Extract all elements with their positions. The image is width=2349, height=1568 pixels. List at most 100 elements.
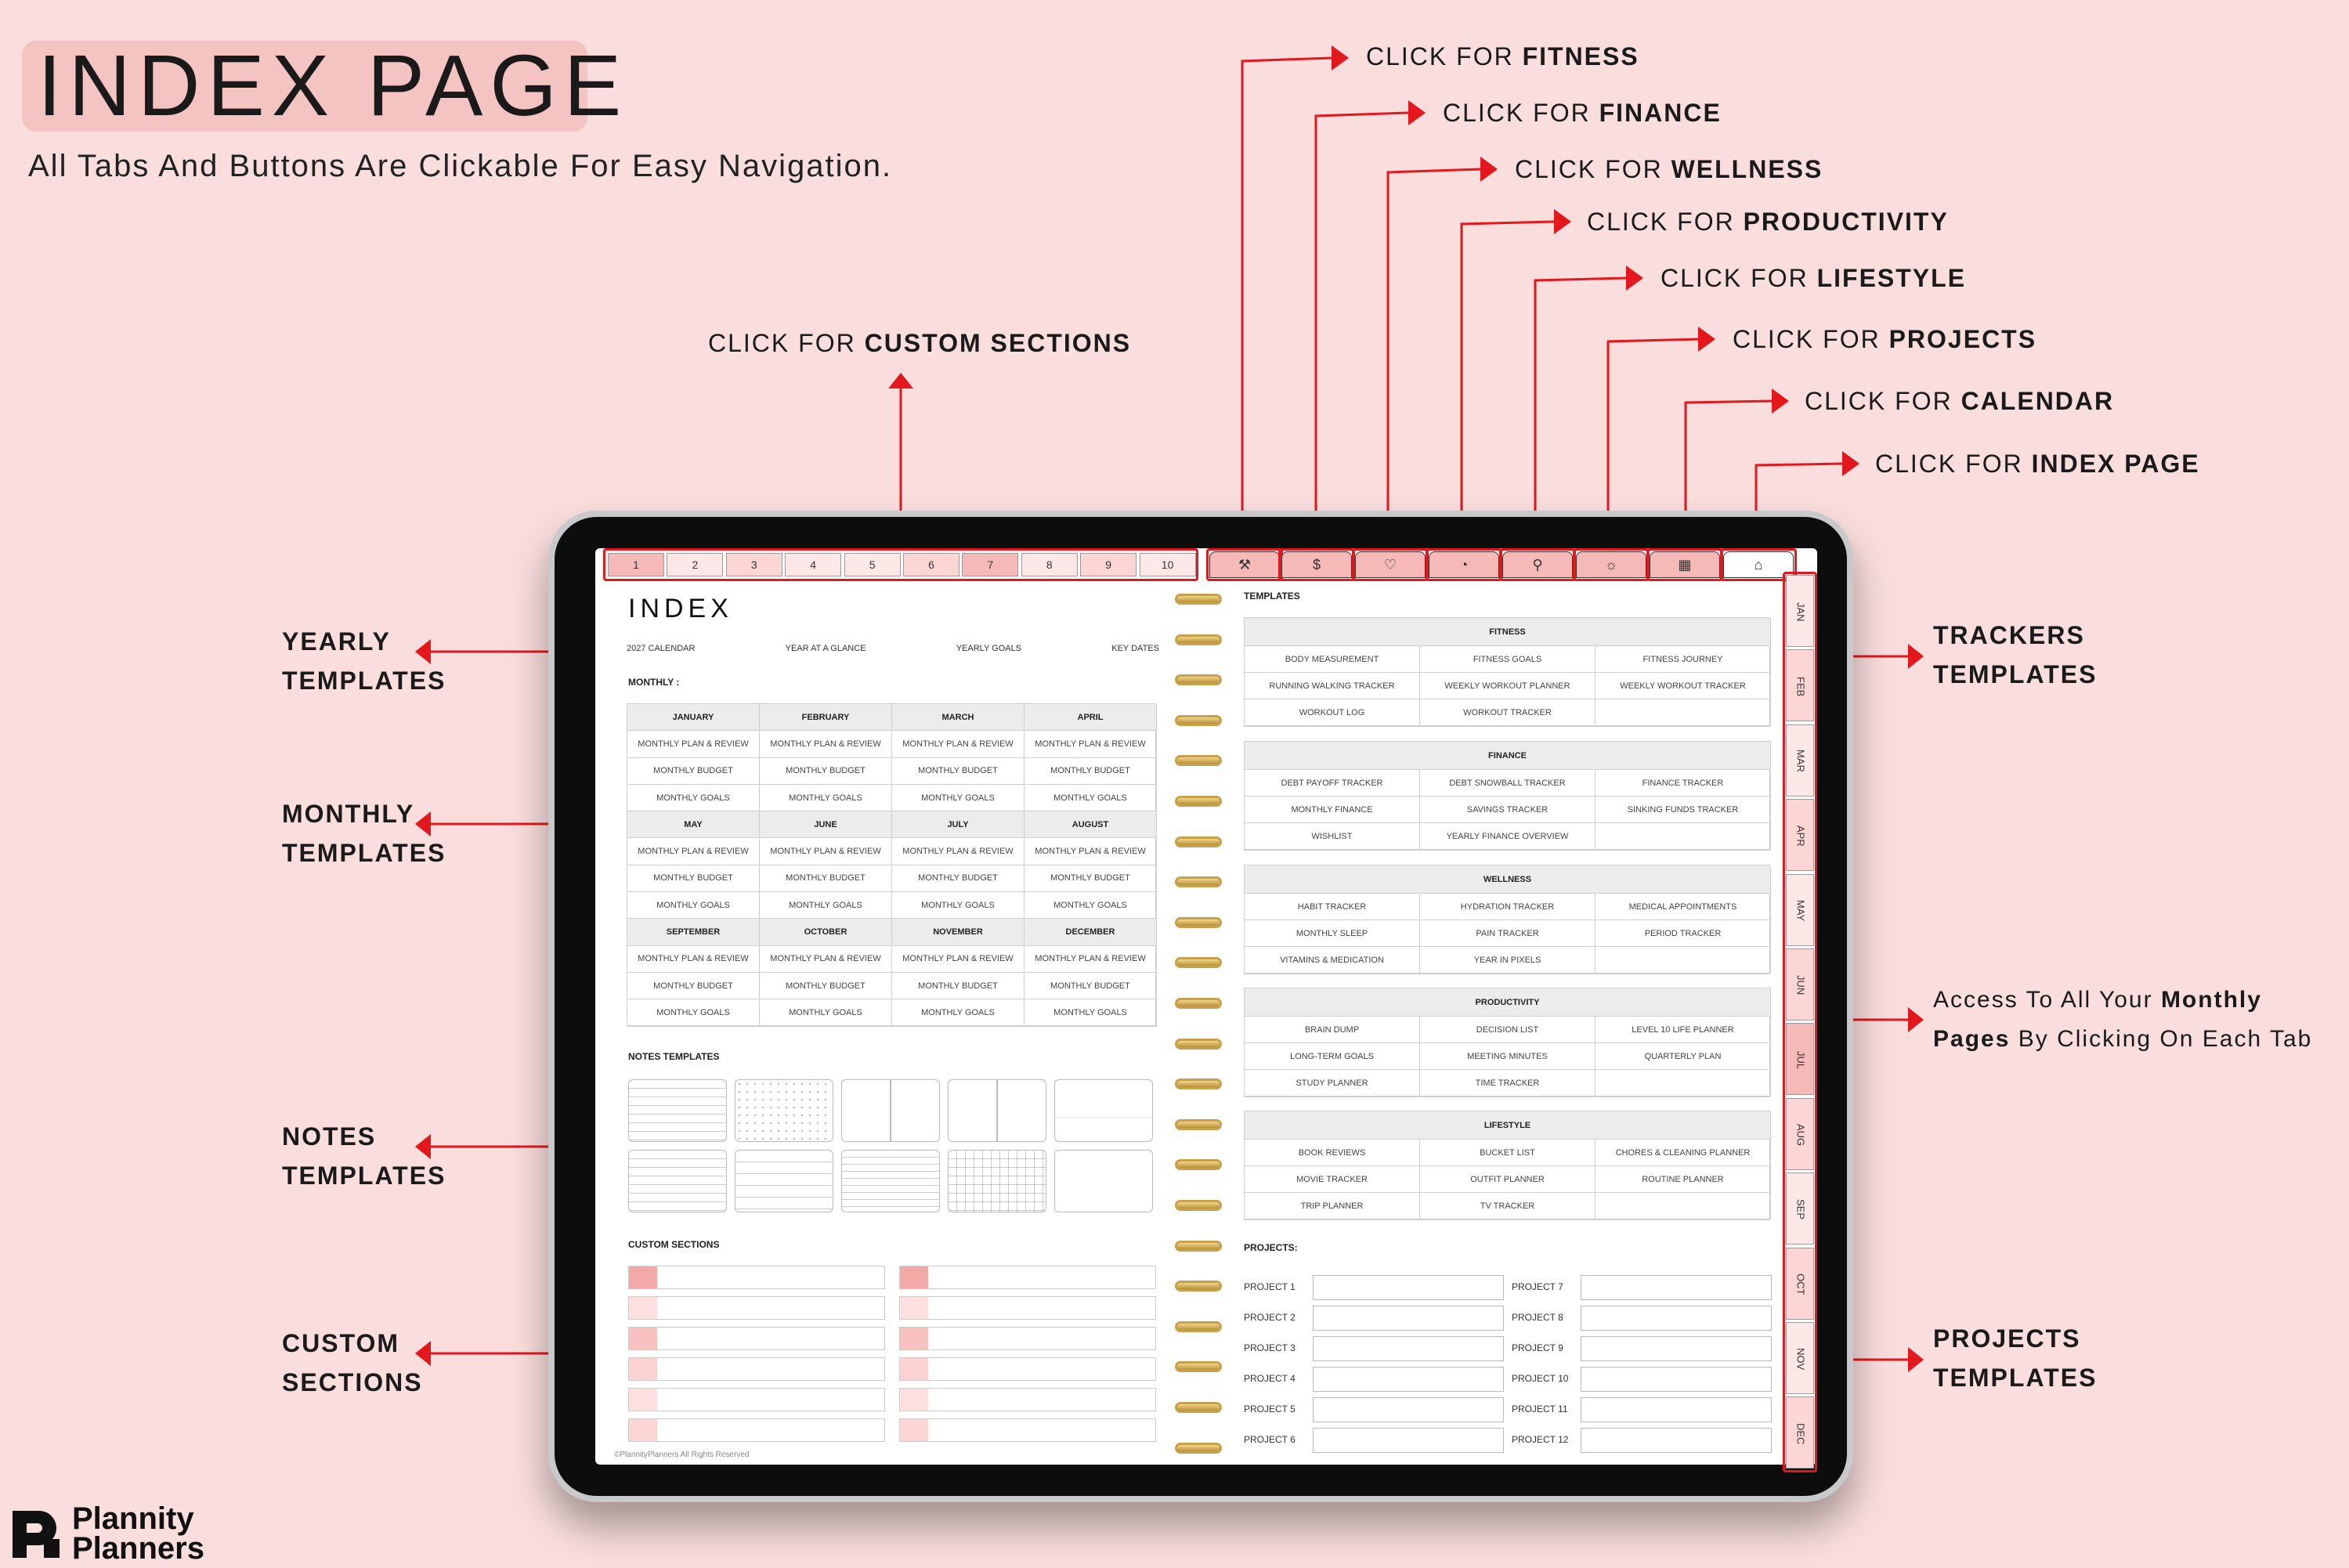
monthly-link[interactable]: MONTHLY GOALS [760,784,892,812]
project-link[interactable] [1313,1428,1504,1453]
monthly-link[interactable]: MONTHLY GOALS [1025,892,1157,919]
monthly-link[interactable]: MONTHLY GOALS [1025,784,1157,812]
monthly-link[interactable]: MONTHLY PLAN & REVIEW [892,731,1025,758]
month-tab-aug[interactable]: AUG [1786,1097,1814,1170]
tracker-template-link[interactable]: PERIOD TRACKER [1596,920,1771,947]
custom-section-row[interactable] [628,1327,885,1350]
tracker-template-link[interactable]: QUARTERLY PLAN [1596,1043,1771,1070]
tracker-template-link[interactable]: MOVIE TRACKER [1245,1166,1420,1193]
tracker-template-link[interactable]: WISHLIST [1245,823,1420,850]
tracker-template-link[interactable]: BOOK REVIEWS [1245,1140,1420,1166]
tracker-template-link[interactable]: MEDICAL APPOINTMENTS [1596,894,1771,920]
link-year-at-a-glance[interactable]: YEAR AT A GLANCE [785,644,866,653]
month-tab-sep[interactable]: SEP [1786,1172,1814,1245]
tab-section-10[interactable]: 10 [1139,553,1196,576]
monthly-link[interactable]: MONTHLY GOALS [892,892,1025,919]
project-link[interactable] [1313,1367,1504,1392]
month-tab-mar[interactable]: MAR [1786,724,1814,797]
tracker-template-link[interactable]: WEEKLY WORKOUT TRACKER [1596,673,1771,699]
month-header[interactable]: JUNE [760,811,892,839]
monthly-link[interactable]: MONTHLY GOALS [892,784,1025,812]
monthly-link[interactable]: MONTHLY GOALS [892,999,1025,1027]
custom-section-row[interactable] [628,1418,885,1442]
monthly-link[interactable]: MONTHLY PLAN & REVIEW [627,838,760,865]
tracker-template-link[interactable]: LONG-TERM GOALS [1245,1043,1420,1070]
monthly-link[interactable]: MONTHLY GOALS [627,892,760,919]
month-tab-oct[interactable]: OCT [1786,1247,1814,1320]
project-link[interactable] [1581,1275,1772,1300]
notes-template-thumbnail[interactable] [628,1079,727,1142]
month-header[interactable]: JANUARY [627,704,760,732]
monthly-link[interactable]: MONTHLY PLAN & REVIEW [627,731,760,758]
tracker-template-link[interactable]: MONTHLY FINANCE [1245,797,1420,823]
month-tab-feb[interactable]: FEB [1786,649,1814,722]
notes-template-thumbnail[interactable] [735,1150,833,1212]
monthly-link[interactable]: MONTHLY GOALS [627,999,760,1027]
notes-template-thumbnail[interactable] [948,1150,1046,1212]
monthly-link[interactable]: MONTHLY BUDGET [892,973,1025,1000]
notes-template-thumbnail[interactable] [948,1079,1046,1142]
monthly-link[interactable]: MONTHLY PLAN & REVIEW [892,945,1025,973]
project-link[interactable] [1581,1397,1772,1422]
custom-section-row[interactable] [628,1296,885,1320]
notes-template-thumbnail[interactable] [841,1079,940,1142]
tab-section-6[interactable]: 6 [903,553,959,576]
notes-template-thumbnail[interactable] [1054,1150,1153,1212]
monthly-link[interactable]: MONTHLY GOALS [1025,999,1157,1027]
monthly-link[interactable]: MONTHLY PLAN & REVIEW [1025,838,1157,865]
link-key-dates[interactable]: KEY DATES [1111,644,1159,653]
tab-section-8[interactable]: 8 [1021,553,1078,576]
tracker-template-link[interactable]: RUNNING WALKING TRACKER [1245,673,1420,699]
notes-template-thumbnail[interactable] [735,1079,833,1142]
tab-gauge[interactable]: ◔ [1429,551,1499,578]
project-link[interactable] [1581,1367,1772,1392]
monthly-link[interactable]: MONTHLY BUDGET [627,865,760,893]
month-header[interactable]: DECEMBER [1025,919,1157,946]
monthly-link[interactable]: MONTHLY BUDGET [1025,973,1157,1000]
monthly-link[interactable]: MONTHLY PLAN & REVIEW [760,731,892,758]
custom-section-row[interactable] [628,1266,885,1289]
tracker-template-link[interactable]: FINANCE TRACKER [1596,770,1771,797]
tracker-template-link[interactable]: TRIP PLANNER [1245,1193,1420,1219]
tracker-template-link[interactable]: MONTHLY SLEEP [1245,920,1420,947]
tab-section-1[interactable]: 1 [608,553,664,576]
custom-section-row[interactable] [628,1357,885,1381]
monthly-link[interactable]: MONTHLY PLAN & REVIEW [760,945,892,973]
tab-home[interactable]: ⌂ [1723,551,1794,578]
project-link[interactable] [1581,1428,1772,1453]
tracker-template-link[interactable]: FITNESS GOALS [1420,646,1596,673]
tracker-template-link[interactable]: TV TRACKER [1420,1193,1596,1219]
project-link[interactable] [1581,1336,1772,1361]
tab-heart[interactable]: ♡ [1355,551,1426,578]
month-tab-apr[interactable]: APR [1786,799,1814,872]
monthly-link[interactable]: MONTHLY PLAN & REVIEW [892,838,1025,865]
month-header[interactable]: FEBRUARY [760,704,892,732]
custom-section-row[interactable] [628,1388,885,1411]
tracker-template-link[interactable]: HABIT TRACKER [1245,894,1420,920]
tab-section-9[interactable]: 9 [1080,553,1137,576]
custom-section-row[interactable] [899,1266,1156,1289]
project-link[interactable] [1313,1397,1504,1422]
tracker-template-link[interactable]: STUDY PLANNER [1245,1070,1420,1097]
notes-template-thumbnail[interactable] [628,1150,727,1212]
tracker-template-link[interactable]: MEETING MINUTES [1420,1043,1596,1070]
tracker-template-link[interactable]: HYDRATION TRACKER [1420,894,1596,920]
tracker-template-link[interactable]: BUCKET LIST [1420,1140,1596,1166]
monthly-link[interactable]: MONTHLY BUDGET [1025,865,1157,893]
monthly-link[interactable]: MONTHLY BUDGET [760,757,892,785]
tracker-template-link[interactable]: SINKING FUNDS TRACKER [1596,797,1771,823]
tracker-template-link[interactable]: OUTFIT PLANNER [1420,1166,1596,1193]
notes-template-thumbnail[interactable] [1054,1079,1153,1142]
project-link[interactable] [1313,1336,1504,1361]
month-tab-jan[interactable]: JAN [1786,575,1814,647]
tab-section-2[interactable]: 2 [667,553,724,576]
custom-section-row[interactable] [899,1296,1156,1320]
tab-section-3[interactable]: 3 [725,553,782,576]
month-tab-jun[interactable]: JUN [1786,948,1814,1021]
monthly-link[interactable]: MONTHLY PLAN & REVIEW [627,945,760,973]
monthly-link[interactable]: MONTHLY BUDGET [627,757,760,785]
tracker-template-link[interactable]: CHORES & CLEANING PLANNER [1596,1140,1771,1166]
tracker-template-link[interactable]: WEEKLY WORKOUT PLANNER [1420,673,1596,699]
link-2027-calendar[interactable]: 2027 CALENDAR [627,644,696,653]
project-link[interactable] [1313,1306,1504,1331]
